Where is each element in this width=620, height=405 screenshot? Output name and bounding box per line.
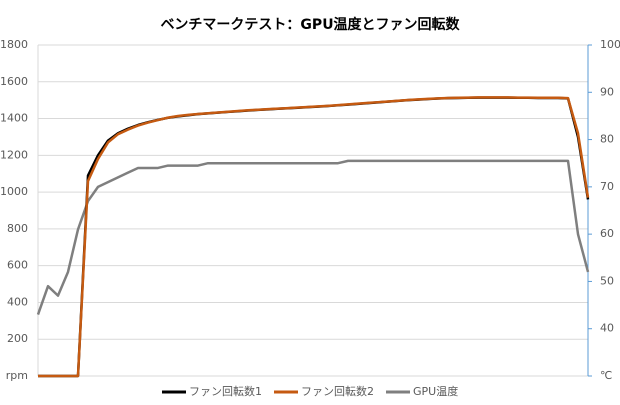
y2-tick-label: 100 bbox=[600, 38, 620, 51]
chart-title: ベンチマークテスト：GPU温度とファン回転数 bbox=[160, 16, 460, 33]
y-tick-label: 1400 bbox=[0, 112, 28, 125]
y-tick-label: 1200 bbox=[0, 148, 28, 161]
y-tick-label: 400 bbox=[7, 295, 28, 308]
legend-label: GPU温度 bbox=[413, 384, 458, 398]
y-tick-label: 1000 bbox=[0, 185, 28, 198]
y2-tick-label: 50 bbox=[600, 274, 614, 287]
y-tick-label: 1600 bbox=[0, 75, 28, 88]
series-line bbox=[36, 159, 590, 315]
y2-tick-label: 70 bbox=[600, 180, 614, 193]
y-tick-label: 800 bbox=[7, 222, 28, 235]
series-line bbox=[38, 96, 590, 378]
legend-label: ファン回転数2 bbox=[301, 385, 374, 398]
series-line bbox=[38, 96, 590, 378]
y2-tick-label: 40 bbox=[600, 322, 614, 335]
y2-tick-label: ℃ bbox=[600, 369, 612, 382]
y-tick-label: 200 bbox=[7, 332, 28, 345]
y-tick-label: 600 bbox=[7, 259, 28, 272]
y-tick-label: 1800 bbox=[0, 38, 28, 51]
y2-tick-label: 80 bbox=[600, 133, 614, 146]
y2-tick-label: 60 bbox=[600, 227, 614, 240]
y2-tick-label: 90 bbox=[600, 85, 614, 98]
legend-label: ファン回転数1 bbox=[189, 385, 262, 398]
y-tick-label: rpm bbox=[6, 369, 28, 382]
